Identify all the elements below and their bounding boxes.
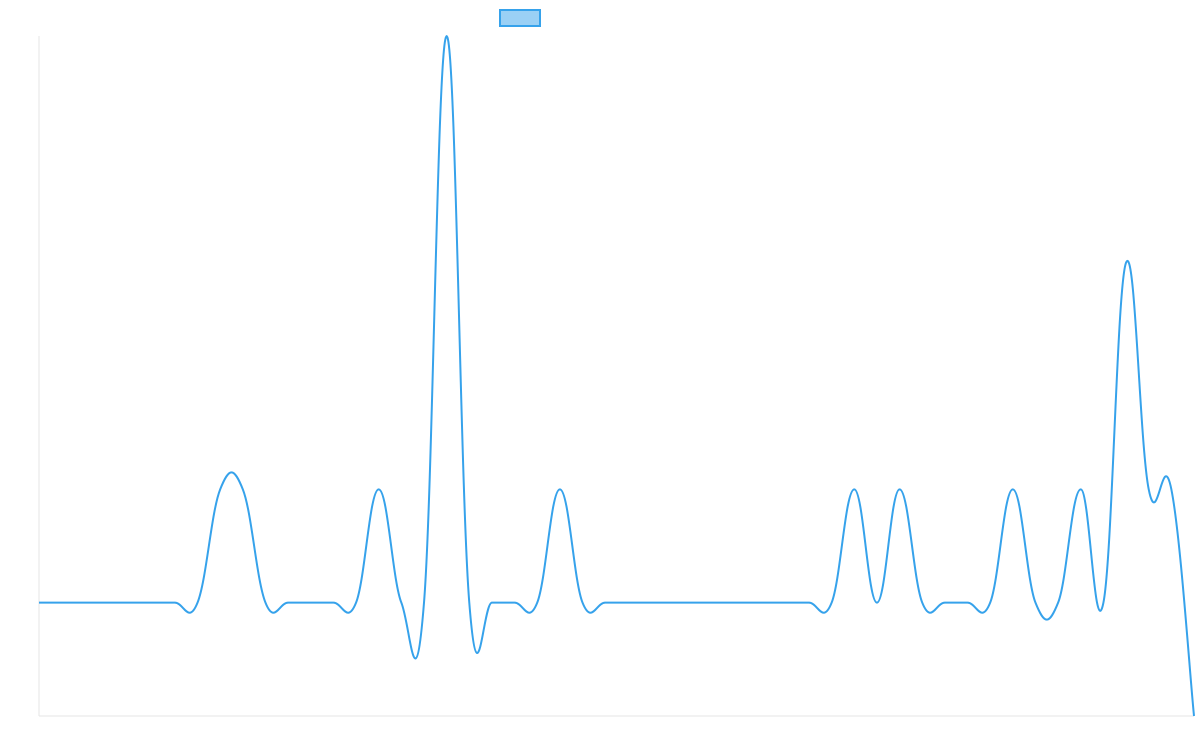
data-point[interactable]	[874, 600, 880, 606]
data-point[interactable]	[1055, 600, 1061, 606]
data-point[interactable]	[1100, 600, 1106, 606]
data-point[interactable]	[1146, 486, 1152, 492]
data-point[interactable]	[353, 600, 359, 606]
data-point[interactable]	[738, 600, 744, 606]
series-layer	[36, 33, 1197, 719]
data-point[interactable]	[421, 600, 427, 606]
data-point[interactable]	[987, 600, 993, 606]
data-point[interactable]	[444, 33, 450, 39]
data-point[interactable]	[217, 486, 223, 492]
data-point[interactable]	[104, 600, 110, 606]
data-point[interactable]	[580, 600, 586, 606]
data-point[interactable]	[851, 486, 857, 492]
data-point[interactable]	[715, 600, 721, 606]
data-point[interactable]	[1191, 713, 1197, 719]
data-point[interactable]	[693, 600, 699, 606]
data-point[interactable]	[783, 600, 789, 606]
data-point[interactable]	[897, 486, 903, 492]
data-point[interactable]	[59, 600, 65, 606]
data-point[interactable]	[919, 600, 925, 606]
data-point[interactable]	[806, 600, 812, 606]
data-point[interactable]	[670, 600, 676, 606]
data-point[interactable]	[149, 600, 155, 606]
data-point[interactable]	[330, 600, 336, 606]
data-point[interactable]	[489, 600, 495, 606]
series-line-0[interactable]	[38, 35, 1195, 717]
data-point[interactable]	[262, 600, 268, 606]
data-point[interactable]	[761, 600, 767, 606]
data-point[interactable]	[376, 486, 382, 492]
data-point[interactable]	[240, 486, 246, 492]
data-point[interactable]	[829, 600, 835, 606]
data-point[interactable]	[127, 600, 133, 606]
data-point[interactable]	[942, 600, 948, 606]
data-point[interactable]	[1010, 486, 1016, 492]
data-point[interactable]	[602, 600, 608, 606]
data-point[interactable]	[398, 600, 404, 606]
data-point[interactable]	[1032, 600, 1038, 606]
data-point[interactable]	[195, 600, 201, 606]
data-point[interactable]	[81, 600, 87, 606]
legend[interactable]	[499, 9, 541, 27]
legend-swatch[interactable]	[499, 9, 541, 27]
data-point[interactable]	[534, 600, 540, 606]
data-point[interactable]	[172, 600, 178, 606]
data-point[interactable]	[285, 600, 291, 606]
data-point[interactable]	[557, 486, 563, 492]
data-point[interactable]	[625, 600, 631, 606]
data-point[interactable]	[1168, 486, 1174, 492]
data-point[interactable]	[647, 600, 653, 606]
data-point[interactable]	[512, 600, 518, 606]
data-point[interactable]	[965, 600, 971, 606]
data-point[interactable]	[466, 600, 472, 606]
data-point[interactable]	[1123, 260, 1129, 266]
data-point[interactable]	[36, 600, 42, 606]
data-point[interactable]	[308, 600, 314, 606]
data-point[interactable]	[1078, 486, 1084, 492]
